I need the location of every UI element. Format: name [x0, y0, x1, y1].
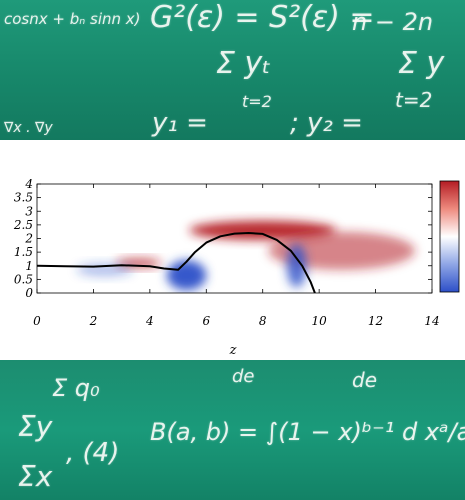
colorbar	[439, 180, 460, 293]
vorticity-region-negative	[166, 260, 207, 291]
x-tick-label: 0	[33, 314, 41, 328]
formula-equation-4: , (4)	[66, 438, 120, 468]
y-tick-label: 4	[24, 177, 33, 191]
x-tick-label: 6	[202, 314, 210, 328]
formula-y2: ; y₂ =	[290, 108, 363, 138]
formula-sum-y-fraction: Σy	[18, 410, 53, 443]
y-tick-label: 3.5	[14, 191, 33, 205]
chalkboard-top: cosnx + bₙ sinn x) G²(ε) = S²(ε) = n − 2…	[0, 0, 465, 140]
x-tick-label: 2	[89, 314, 98, 328]
x-tick-label: 8	[259, 314, 267, 328]
formula-y1: y₁ =	[152, 108, 208, 138]
chalkboard-bottom: Σ q₀ de de Σy Σx , (4) B(a, b) = ∫(1 − x…	[0, 360, 465, 500]
formula-limit-1: t=2	[242, 92, 272, 111]
formula-sum-q0: Σ q₀	[52, 374, 100, 402]
heatmap-chart: 0 2 4 6 8 10 12 14 00.511.522.533.54 z	[13, 177, 460, 358]
x-tick-label: 14	[424, 314, 439, 328]
formula-sum-x-fraction: Σx	[18, 460, 53, 493]
x-tick-label: 4	[145, 314, 154, 328]
formula-fourier: cosnx + bₙ sinn x)	[4, 10, 141, 28]
y-tick-label: 3	[25, 204, 33, 218]
formula-limit-2: t=2	[395, 88, 433, 112]
formula-sum-y: Σ y	[398, 46, 445, 81]
formula-g-squared: G²(ε) = S²(ε) =	[150, 0, 375, 35]
x-tick-label: 12	[368, 314, 383, 328]
vorticity-region-negative	[286, 243, 307, 288]
interface-curve	[37, 232, 316, 293]
y-tick-label: 2.5	[13, 218, 33, 232]
x-tick-label: 10	[312, 314, 328, 328]
formula-de-2: de	[352, 368, 377, 392]
y-tick-label: 0.5	[14, 272, 33, 286]
formula-de-1: de	[232, 366, 255, 387]
formula-beta-function: B(a, b) = ∫(1 − x)ᵇ⁻¹ d xᵃ/a =	[150, 418, 465, 446]
formula-denominator: n − 2n	[352, 8, 434, 36]
x-axis-label: z	[229, 343, 237, 358]
chart-figure: 0 2 4 6 8 10 12 14 0 0.5 1 1.5 2 2.5 3 3.5 4 z	[0, 140, 465, 360]
formula-sum-yt: Σ yₜ	[216, 46, 272, 81]
formula-gradient: ∇x . ∇y	[4, 120, 53, 136]
y-tick-label: 1	[25, 259, 33, 273]
y-tick-label: 0	[25, 286, 33, 300]
y-tick-label: 2	[24, 232, 33, 246]
y-tick-label: 1.5	[14, 245, 33, 259]
